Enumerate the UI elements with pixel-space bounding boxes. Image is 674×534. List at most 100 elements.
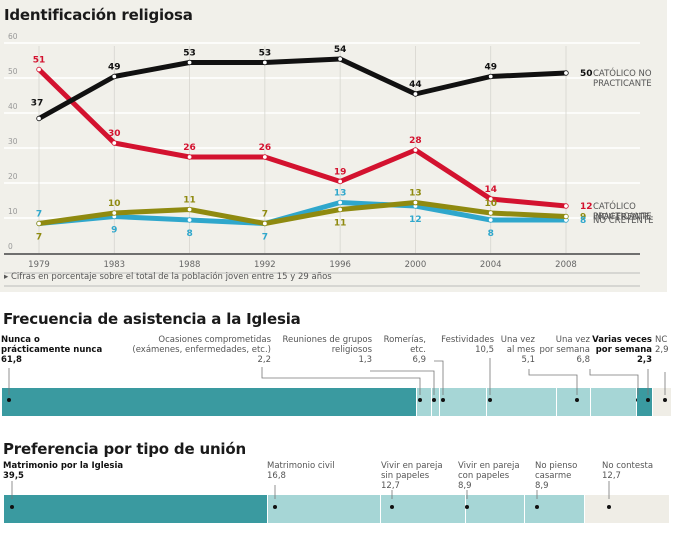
- label-line: sin papeles: [381, 471, 430, 481]
- data-point: [111, 140, 117, 146]
- label-no-pienso: No pienso casarme 8,9: [535, 461, 577, 491]
- label-line: Nunca o: [1, 335, 40, 345]
- data-point: [36, 220, 42, 227]
- label-romerias: Romerías, etc. 6,9: [384, 335, 426, 365]
- leader-line: [589, 369, 639, 395]
- data-label: 30: [108, 129, 121, 139]
- label-line: 5,1: [521, 355, 535, 365]
- label-line: Festividades: [441, 335, 494, 345]
- legend-label: PRACTICANTE: [593, 79, 652, 89]
- data-point: [563, 213, 569, 220]
- bar-segment: [525, 495, 584, 523]
- data-point: [337, 56, 343, 62]
- line-chart-title: Identificación religiosa: [4, 6, 193, 24]
- data-label: 10: [484, 199, 497, 209]
- marker-dot: [441, 398, 445, 402]
- label-matrimonio-civil: Matrimonio civil 16,8: [267, 461, 335, 481]
- label-line: Matrimonio por la Iglesia: [3, 461, 124, 471]
- bar-segment: [440, 388, 486, 416]
- y-tick-label: 10: [8, 207, 18, 216]
- data-label: 13: [334, 189, 347, 199]
- label-line: 16,8: [267, 471, 286, 481]
- series-line-indiferente: [38, 200, 567, 226]
- data-point: [412, 199, 419, 206]
- label-line: 2,3: [636, 355, 652, 365]
- legend-label: CATÓLICO NO: [593, 67, 652, 79]
- data-label: 26: [183, 143, 196, 153]
- marker-dot: [646, 398, 650, 402]
- label-line: 6,8: [576, 355, 590, 365]
- label-line: por semana: [595, 345, 652, 355]
- data-label: 49: [108, 63, 121, 73]
- bar-segment: [557, 388, 591, 416]
- stacked-bar: [4, 495, 670, 523]
- label-line: Reuniones de grupos: [282, 335, 372, 345]
- label-line: Matrimonio civil: [267, 461, 335, 471]
- label-line: casarme: [535, 471, 572, 481]
- bar-segment: [2, 388, 416, 416]
- data-point: [488, 196, 494, 202]
- data-label: 28: [409, 136, 422, 146]
- label-line: Ocasiones comprometidas: [158, 335, 271, 345]
- data-point: [262, 59, 268, 66]
- data-label: 44: [409, 80, 422, 90]
- data-label: 49: [484, 63, 497, 73]
- data-point: [262, 154, 268, 160]
- data-label: 53: [183, 49, 196, 59]
- bar-segment: [465, 495, 525, 523]
- data-point: [563, 203, 569, 209]
- data-point: [186, 206, 193, 213]
- x-tick-label: 1979: [28, 260, 50, 270]
- data-point: [337, 199, 343, 206]
- label-line: 12,7: [381, 481, 400, 491]
- data-point: [412, 147, 419, 153]
- series-line-católico-practicante: [37, 67, 567, 209]
- label-line: 2,2: [257, 355, 271, 365]
- label-reuniones: Reuniones de grupos religiosos 1,3: [283, 335, 372, 365]
- label-line: Vivir en pareja: [381, 461, 443, 471]
- label-una-vez-mes: Una vez al mes 5,1: [501, 335, 535, 365]
- y-tick-label: 40: [8, 102, 18, 111]
- data-point: [262, 220, 268, 227]
- label-line: 12,7: [602, 471, 621, 481]
- bar-segment: [652, 388, 671, 416]
- legend-label: PRACTICANTE: [593, 212, 652, 222]
- data-label: 51: [33, 56, 46, 66]
- legend-label: NO CREYENTE: [593, 216, 653, 226]
- marker-dot: [432, 398, 436, 402]
- data-label: 13: [409, 189, 422, 199]
- label-line: NC: [655, 335, 668, 345]
- data-point: [337, 178, 343, 185]
- data-label: 54: [334, 45, 347, 55]
- label-line: 8,9: [458, 481, 472, 491]
- bar-segment: [380, 495, 465, 523]
- marker-dot: [465, 505, 469, 509]
- legend-label: CATÓLICO: [593, 200, 636, 212]
- leader-line: [434, 360, 444, 395]
- data-point: [186, 217, 193, 223]
- leader-line: [370, 370, 435, 395]
- data-label: 8: [488, 229, 494, 239]
- data-point: [186, 59, 193, 66]
- bar-segment: [4, 495, 268, 523]
- data-point: [488, 73, 494, 80]
- data-label: 7: [36, 210, 42, 220]
- data-label: 8: [580, 216, 586, 226]
- x-tick-label: 1983: [103, 260, 125, 270]
- y-tick-label: 60: [8, 32, 18, 41]
- marker-dot: [575, 398, 579, 402]
- label-line: 6,9: [412, 355, 426, 365]
- stacked-bar: [2, 388, 672, 416]
- data-label: 11: [183, 196, 196, 206]
- data-label: 12: [580, 202, 593, 212]
- label-festividades: Festividades 10,5: [441, 335, 494, 355]
- marker-dot: [273, 505, 277, 509]
- data-point: [111, 73, 117, 80]
- label-line: religiosos: [331, 345, 372, 355]
- label-line: 61,8: [1, 355, 22, 365]
- union-chart-title: Preferencia por tipo de unión: [3, 440, 246, 458]
- data-label: 11: [334, 219, 347, 229]
- label-line: 39,5: [3, 471, 24, 481]
